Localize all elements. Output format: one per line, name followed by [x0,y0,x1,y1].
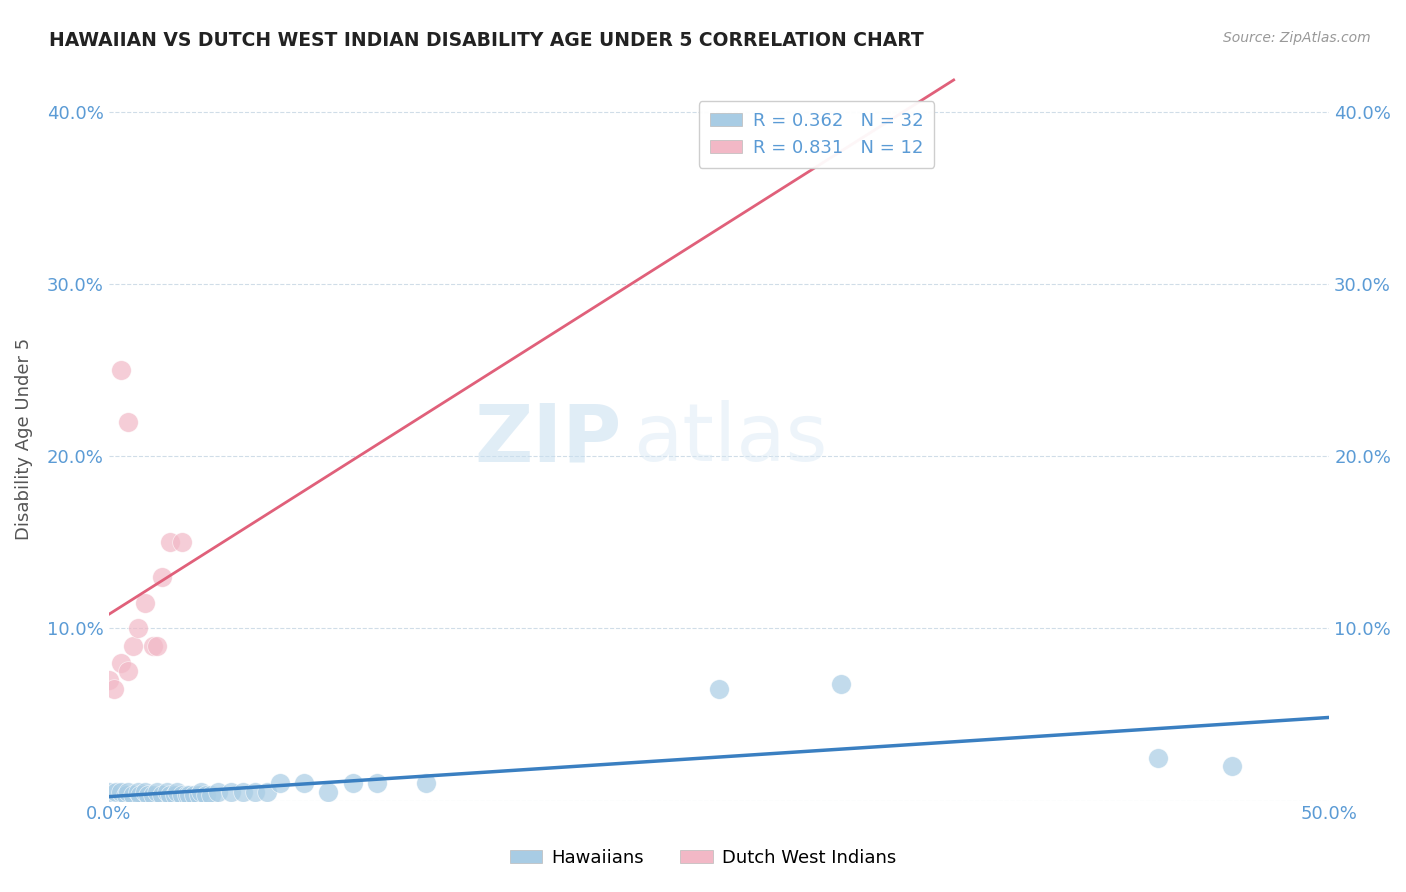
Point [707,681,730,696]
Point [97,785,120,799]
Point [256,785,278,799]
Point [188,789,211,803]
Point [136,789,159,803]
Point [103,681,125,696]
Point [117,415,139,429]
Point [830,676,852,690]
Point [318,785,340,799]
Text: ZIP: ZIP [474,400,621,478]
Point [127,785,149,799]
Point [163,789,186,803]
Point [170,789,193,803]
Point [150,789,173,803]
Point [207,785,229,799]
Point [179,789,201,803]
Point [190,785,212,799]
Point [1220,759,1243,773]
Point [159,789,181,803]
Point [166,785,188,799]
Point [117,665,139,679]
Point [110,363,132,377]
Point [146,639,169,653]
Point [127,622,149,636]
Point [142,789,165,803]
Point [366,776,388,790]
Point [150,570,173,584]
Y-axis label: Disability Age Under 5: Disability Age Under 5 [15,338,32,541]
Point [183,789,205,803]
Point [156,785,179,799]
Point [176,789,198,803]
Point [122,639,145,653]
Point [104,785,127,799]
Text: HAWAIIAN VS DUTCH WEST INDIAN DISABILITY AGE UNDER 5 CORRELATION CHART: HAWAIIAN VS DUTCH WEST INDIAN DISABILITY… [49,31,924,50]
Point [200,789,222,803]
Point [292,776,315,790]
Point [1147,750,1170,764]
Point [142,639,165,653]
Point [170,535,193,549]
Point [146,785,169,799]
Point [219,785,242,799]
Text: Source: ZipAtlas.com: Source: ZipAtlas.com [1223,31,1371,45]
Point [232,785,254,799]
Point [114,789,136,803]
Point [195,789,218,803]
Legend: Hawaiians, Dutch West Indians: Hawaiians, Dutch West Indians [503,842,903,874]
Point [122,789,145,803]
Point [342,776,364,790]
Text: atlas: atlas [634,400,828,478]
Point [110,656,132,670]
Point [117,785,139,799]
Point [134,785,156,799]
Point [134,596,156,610]
Point [97,673,120,687]
Point [129,789,152,803]
Point [415,776,437,790]
Legend: R = 0.362   N = 32, R = 0.831   N = 12: R = 0.362 N = 32, R = 0.831 N = 12 [699,101,935,168]
Point [243,785,266,799]
Point [269,776,291,790]
Point [159,535,181,549]
Point [110,785,132,799]
